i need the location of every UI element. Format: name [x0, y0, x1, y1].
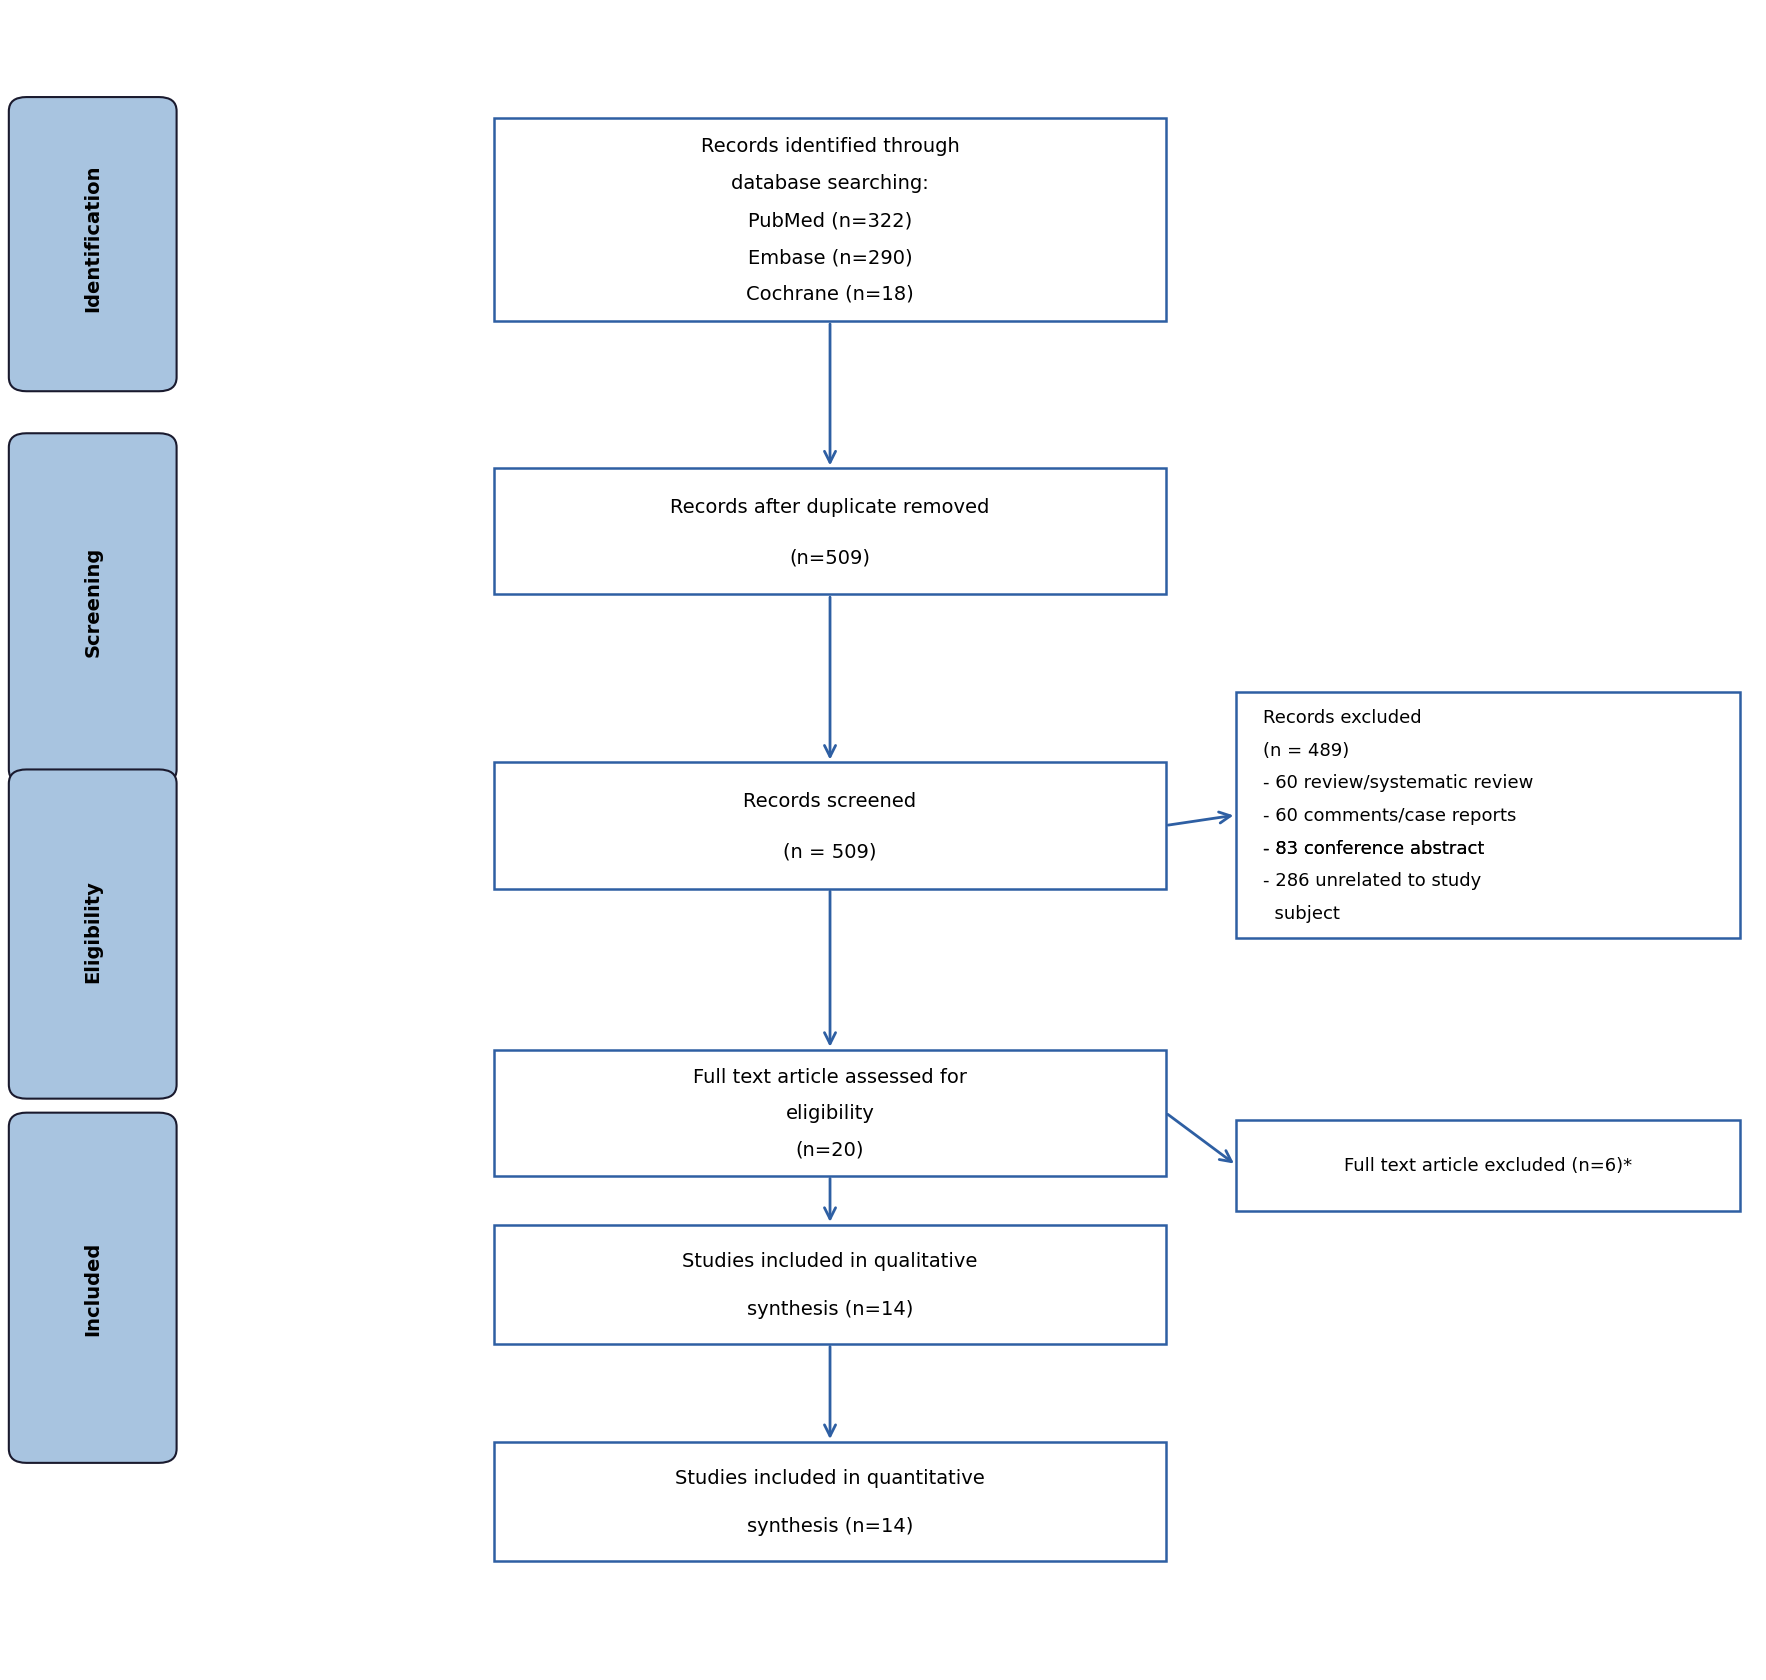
Text: (n = 509): (n = 509)	[784, 842, 876, 860]
Text: - 83 conference abstract: - 83 conference abstract	[1263, 840, 1483, 857]
FancyBboxPatch shape	[494, 763, 1166, 889]
FancyBboxPatch shape	[9, 1114, 177, 1463]
Text: Studies included in qualitative: Studies included in qualitative	[682, 1252, 978, 1270]
FancyBboxPatch shape	[1236, 1121, 1740, 1211]
FancyBboxPatch shape	[1236, 694, 1740, 937]
Text: Eligibility: Eligibility	[83, 880, 102, 983]
FancyBboxPatch shape	[494, 1050, 1166, 1176]
FancyBboxPatch shape	[9, 769, 177, 1099]
Text: Cochrane (n=18): Cochrane (n=18)	[747, 286, 913, 304]
Text: Screening: Screening	[83, 548, 102, 657]
FancyBboxPatch shape	[494, 1441, 1166, 1561]
Text: Included: Included	[83, 1242, 102, 1336]
FancyBboxPatch shape	[494, 1225, 1166, 1344]
Text: synthesis (n=14): synthesis (n=14)	[747, 1299, 913, 1317]
Text: Identification: Identification	[83, 165, 102, 312]
Text: Records after duplicate removed: Records after duplicate removed	[671, 497, 989, 516]
Text: synthesis (n=14): synthesis (n=14)	[747, 1515, 913, 1536]
FancyBboxPatch shape	[9, 433, 177, 785]
Text: database searching:: database searching:	[731, 175, 929, 193]
Text: eligibility: eligibility	[786, 1104, 874, 1122]
FancyBboxPatch shape	[494, 119, 1166, 323]
Text: - 286 unrelated to study: - 286 unrelated to study	[1263, 872, 1482, 890]
Text: Records screened: Records screened	[743, 791, 917, 810]
Text: Embase (n=290): Embase (n=290)	[747, 249, 913, 267]
Text: (n=509): (n=509)	[789, 548, 871, 566]
Text: Full text article excluded (n=6)*: Full text article excluded (n=6)*	[1344, 1156, 1632, 1174]
Text: - 60 comments/case reports: - 60 comments/case reports	[1263, 806, 1515, 825]
Text: subject: subject	[1263, 904, 1340, 922]
Text: - 83 conference abstract: - 83 conference abstract	[1263, 840, 1483, 857]
FancyBboxPatch shape	[9, 97, 177, 391]
Text: Studies included in quantitative: Studies included in quantitative	[675, 1468, 985, 1487]
Text: Full text article assessed for: Full text article assessed for	[692, 1067, 968, 1087]
Text: Records identified through: Records identified through	[701, 138, 959, 156]
Text: (n = 489): (n = 489)	[1263, 741, 1349, 759]
FancyBboxPatch shape	[494, 469, 1166, 595]
Text: Records excluded: Records excluded	[1263, 709, 1422, 726]
Text: PubMed (n=322): PubMed (n=322)	[747, 212, 913, 230]
Text: - 60 review/systematic review: - 60 review/systematic review	[1263, 774, 1533, 791]
Text: (n=20): (n=20)	[796, 1139, 864, 1159]
